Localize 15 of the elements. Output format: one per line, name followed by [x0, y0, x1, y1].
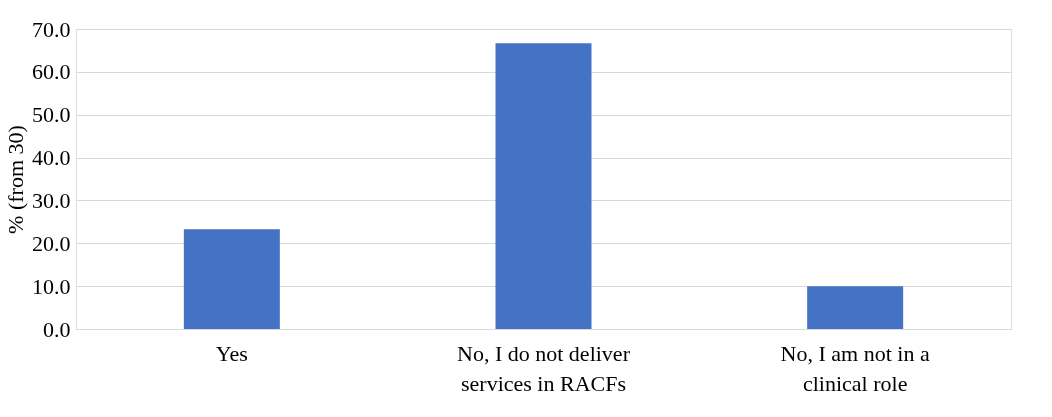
- x-tick-label: No, I am not in a clinical role: [780, 340, 930, 396]
- y-tick-label: 40.0: [32, 145, 71, 171]
- x-tick-label: No, I do not deliver services in RACFs: [457, 340, 631, 396]
- y-tick-label: 0.0: [43, 316, 71, 342]
- y-tick-label: 10.0: [32, 273, 71, 299]
- y-tick-label: 60.0: [32, 59, 71, 85]
- y-axis-title: % (from 30): [3, 125, 28, 234]
- bar: [495, 43, 592, 329]
- bar: [183, 229, 280, 329]
- x-tick-label: Yes: [215, 340, 248, 366]
- bar: [807, 286, 904, 329]
- y-tick-label: 50.0: [32, 102, 71, 128]
- y-tick-label: 30.0: [32, 187, 71, 213]
- y-tick-label: 20.0: [32, 230, 71, 256]
- y-tick-label: 70.0: [32, 16, 71, 42]
